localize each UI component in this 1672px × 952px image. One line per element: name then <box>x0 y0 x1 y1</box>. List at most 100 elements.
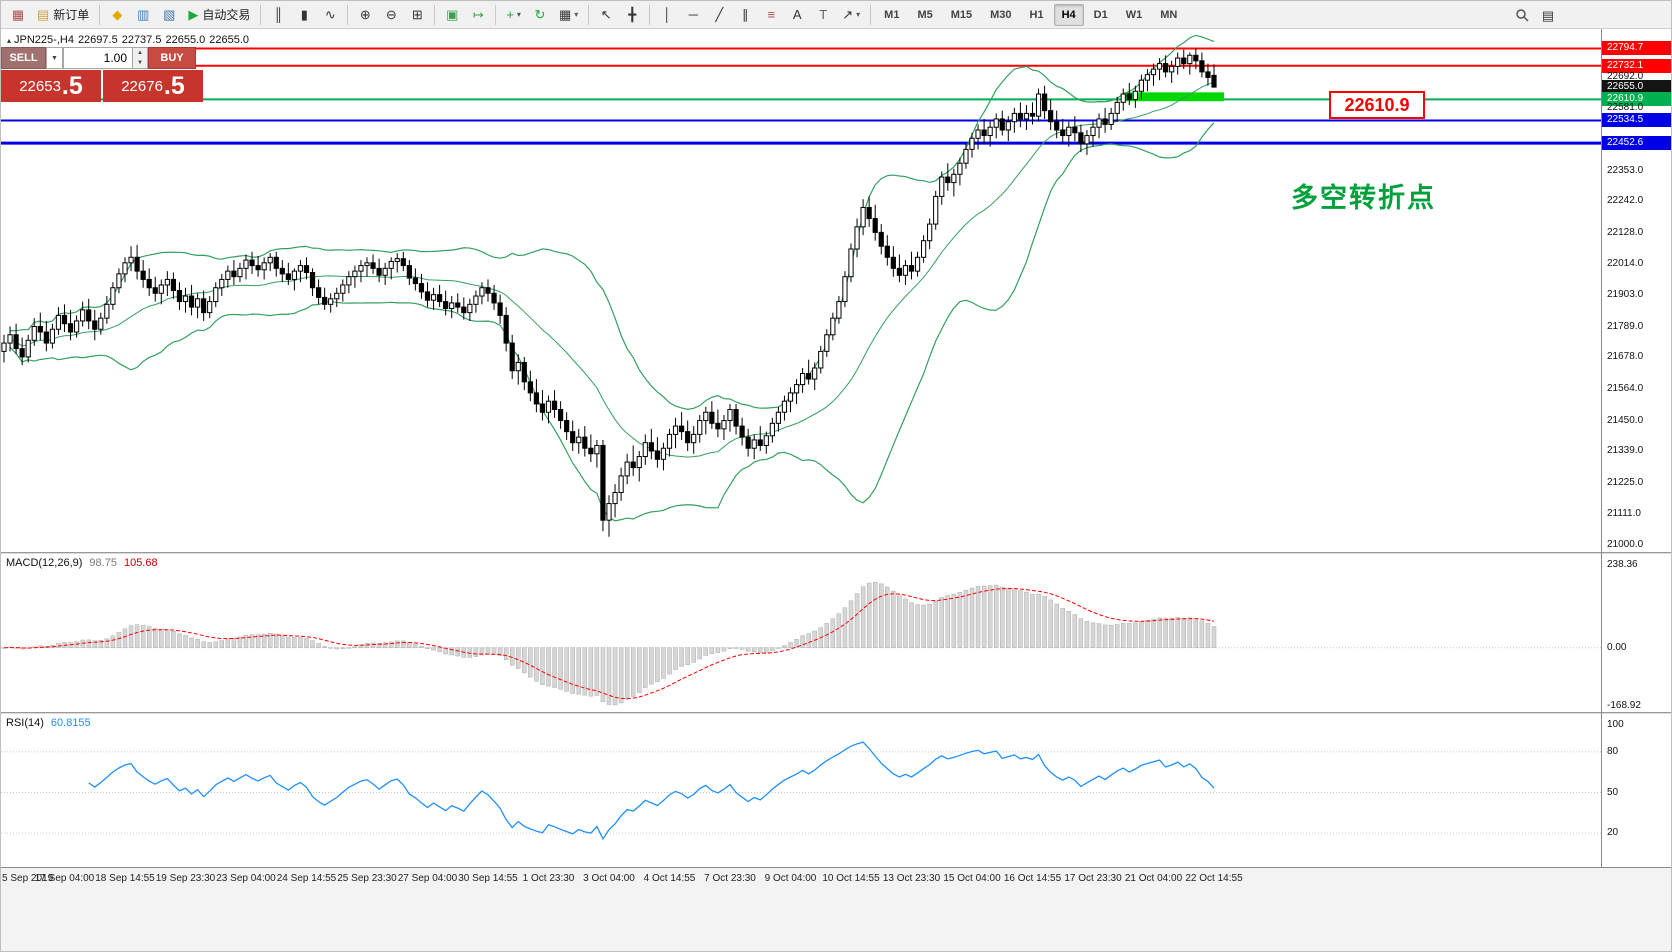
zoom-out-icon[interactable]: ⊖ <box>379 4 403 26</box>
trendline-icon[interactable]: ╱ <box>707 4 731 26</box>
fibonacci-icon[interactable]: ≡ <box>759 4 783 26</box>
time-tick: 9 Oct 04:00 <box>764 873 817 884</box>
text-label-icon[interactable]: T <box>811 4 835 26</box>
metaeditor-icon[interactable]: ◆ <box>105 4 129 26</box>
rsi-panel[interactable]: RSI(14) 60.8155 <box>1 714 1601 867</box>
candlestick <box>1078 124 1084 153</box>
macd-panel[interactable]: MACD(12,26,9) 98.75 105.68 <box>1 554 1601 712</box>
indicators-list-button[interactable]: ▦ ▾ <box>554 4 583 26</box>
cursor-icon[interactable]: ↖ <box>594 4 618 26</box>
spin-down-icon[interactable]: ▼ <box>137 60 143 66</box>
timeframe-MN[interactable]: MN <box>1160 8 1178 21</box>
timeframe-M5[interactable]: M5 <box>917 8 933 21</box>
autotrading-button[interactable]: ▶ 自动交易 <box>183 4 255 26</box>
sell-price[interactable]: 22653.5 <box>1 70 101 102</box>
price-tick: 21678.0 <box>1607 351 1644 363</box>
price-tick: 21000.0 <box>1607 539 1644 551</box>
candlestick <box>721 415 727 440</box>
market-watch-icon[interactable]: ▥ <box>131 4 155 26</box>
buy-button[interactable]: BUY <box>148 47 196 69</box>
candlestick <box>672 417 679 449</box>
auto-scroll-icon[interactable]: ↻ <box>528 4 552 26</box>
candlestick <box>582 426 588 457</box>
candlestick <box>545 395 552 424</box>
timeframe-M30[interactable]: M30 <box>990 8 1012 21</box>
candlestick <box>1163 55 1169 78</box>
timeframe-M1[interactable]: M1 <box>884 8 900 21</box>
timeframe-D1[interactable]: D1 <box>1093 8 1108 21</box>
volume-input[interactable]: 1.00 <box>63 47 133 69</box>
arrows-button[interactable]: ↗ ▾ <box>837 4 865 26</box>
chevron-down-icon: ▾ <box>574 10 579 19</box>
breakout-highlight[interactable] <box>1123 92 1224 102</box>
price-tick: 22014.0 <box>1607 258 1644 270</box>
candlestick <box>848 243 854 283</box>
candlestick <box>309 268 316 297</box>
tile-windows-icon[interactable]: ⊞ <box>405 4 429 26</box>
price-tick: 21564.0 <box>1607 383 1644 394</box>
candlestick <box>896 254 902 283</box>
crosshair-icon[interactable]: ╋ <box>620 4 644 26</box>
candlestick <box>1144 69 1151 92</box>
new-order-button[interactable]: ▤ 新订单 <box>32 4 94 26</box>
candlestick <box>437 284 443 308</box>
add-indicator-button[interactable]: + ▾ <box>501 4 526 26</box>
time-tick: 23 Sep 04:00 <box>216 873 276 884</box>
timeframe-H1[interactable]: H1 <box>1029 8 1044 21</box>
price-axis[interactable]: 22794.7 22732.1 22692.0 22655.0 22610.9 22581… <box>1602 29 1671 867</box>
candlestick <box>836 296 842 324</box>
chart-window-icon[interactable]: ▦ <box>6 4 30 26</box>
candlestick <box>455 293 461 313</box>
candlestick <box>570 420 576 451</box>
candlestick <box>1138 74 1145 100</box>
main-chart-panel[interactable]: ▴ JPN225-,H4 22697.5 22737.5 22655.0 22655.0 … <box>1 29 1601 552</box>
zoom-in-icon[interactable]: ⊕ <box>353 4 377 26</box>
line-chart-icon[interactable]: ∿ <box>318 4 342 26</box>
timeframe-M15[interactable]: M15 <box>950 8 973 21</box>
chart-shift-icon[interactable]: ↦ <box>466 4 490 26</box>
candlestick <box>866 196 872 227</box>
macd-axis-tick: -168.92 <box>1607 700 1641 712</box>
toolbar: ▦ ▤ 新订单 ◆ ▥ ▧ ▶ 自动交易 ║ ▮ ∿ ⊕ ⊖ ⊞ ▣ ↦ + ▾ ↻ ▦ ▾ ↖ ╋ │ ─ ╱ ∥ ≡ A T ↗ ▾ M1 M… <box>1 1 1671 29</box>
bar-chart-icon[interactable]: ║ <box>266 4 290 26</box>
candlestick <box>993 113 999 139</box>
channel-icon[interactable]: ∥ <box>733 4 757 26</box>
candlestick <box>914 251 921 277</box>
data-window-icon[interactable]: ▤ <box>1536 4 1560 26</box>
candlestick <box>981 118 987 144</box>
search-icon[interactable] <box>1510 4 1534 26</box>
time-axis[interactable]: 5 Sep 2019 17 Sep 04:00 18 Sep 14:55 19 Sep… <box>1 868 1601 890</box>
candlestick <box>969 132 975 158</box>
candlestick <box>812 362 818 391</box>
sell-button[interactable]: SELL <box>1 47 46 69</box>
price-chart[interactable] <box>1 29 1601 552</box>
rsi-line <box>88 741 1215 841</box>
order-type-dropdown[interactable]: ▼ <box>46 47 63 69</box>
panel-separator[interactable] <box>1 552 1671 554</box>
collapse-icon[interactable]: ▴ <box>7 36 12 45</box>
candlestick <box>152 276 158 302</box>
text-icon[interactable]: A <box>785 4 809 26</box>
horizontal-line-icon[interactable]: ─ <box>681 4 705 26</box>
timeframe-W1[interactable]: W1 <box>1125 8 1143 21</box>
timeframe-H4[interactable]: H4 <box>1053 3 1084 26</box>
vertical-line-icon[interactable]: │ <box>655 4 679 26</box>
toolbar-separator <box>588 4 590 25</box>
candlestick <box>1211 64 1217 88</box>
candlestick <box>648 428 654 460</box>
chart-window-icon: ▦ <box>11 7 25 22</box>
arrange-charts-icon[interactable]: ▣ <box>440 4 464 26</box>
buy-price[interactable]: 22676.5 <box>103 70 203 102</box>
arrange-charts-icon: ▣ <box>446 7 459 22</box>
candlestick <box>418 273 425 299</box>
candlestick <box>745 428 751 457</box>
rsi-axis-tick: 50 <box>1607 786 1619 798</box>
strategy-tester-icon[interactable]: ▧ <box>157 4 181 26</box>
time-tick: 5 Sep 2019 <box>2 873 54 884</box>
candlestick-chart-icon[interactable]: ▮ <box>292 4 316 26</box>
spin-up-icon[interactable]: ▲ <box>137 50 143 56</box>
macd-main-value: 98.75 <box>89 557 117 569</box>
candlestick <box>1023 105 1030 131</box>
panel-separator[interactable] <box>1 712 1671 714</box>
volume-spinner[interactable]: ▲ ▼ <box>133 47 148 69</box>
